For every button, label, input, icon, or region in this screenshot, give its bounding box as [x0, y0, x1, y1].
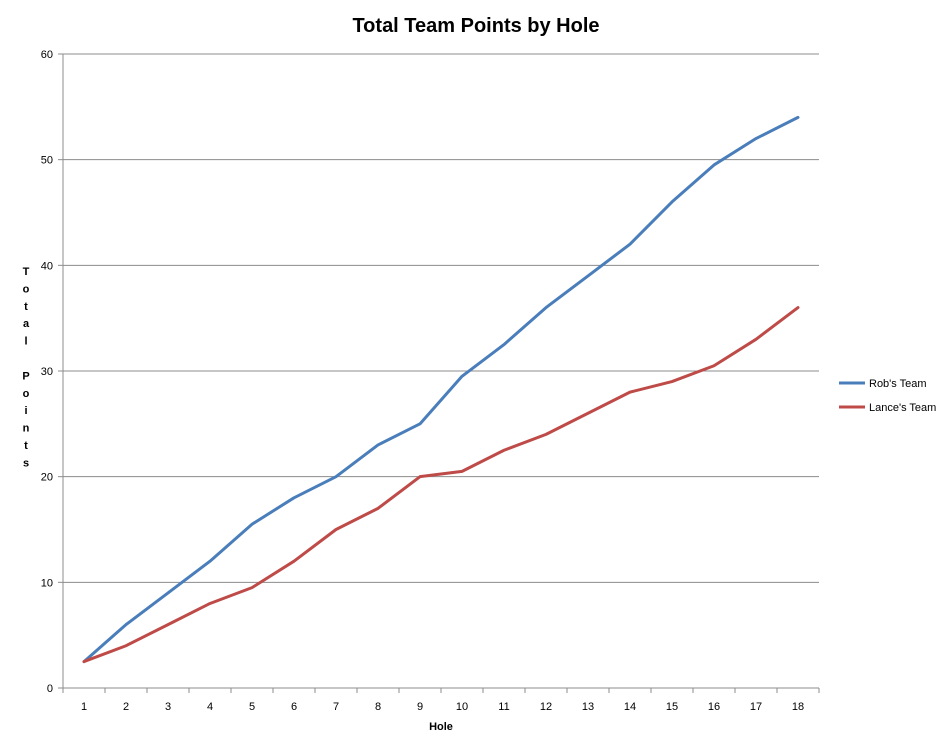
x-tick-label: 14 — [624, 701, 636, 713]
series-line — [82, 115, 800, 664]
y-axis-label-char: n — [23, 423, 30, 435]
y-tick-label: 0 — [47, 683, 53, 695]
legend: Rob's Team Lance's Team — [839, 378, 936, 414]
y-axis-label-char: o — [23, 283, 30, 295]
axes — [62, 54, 820, 693]
x-tick-labels: 1 2 3 4 5 6 7 8 9 10 11 12 13 14 15 16 17 18 — [81, 701, 804, 713]
x-tick-label: 17 — [750, 701, 762, 713]
y-tick-label: 20 — [41, 472, 53, 484]
x-tick-label: 3 — [165, 701, 171, 713]
x-tick-label: 8 — [375, 701, 381, 713]
x-tick-label: 12 — [540, 701, 552, 713]
x-tick-label: 15 — [666, 701, 678, 713]
x-tick-label: 13 — [582, 701, 594, 713]
x-tick-label: 7 — [333, 701, 339, 713]
chart-title: Total Team Points by Hole — [352, 15, 599, 37]
y-axis-label-char: t — [24, 440, 28, 452]
y-axis-label-char: a — [23, 318, 30, 330]
x-tick-label: 9 — [417, 701, 423, 713]
y-tick-label: 50 — [41, 155, 53, 167]
x-tick-label: 18 — [792, 701, 804, 713]
legend-label: Rob's Team — [869, 378, 927, 390]
x-tick-label: 5 — [249, 701, 255, 713]
y-tick-label: 60 — [41, 49, 53, 61]
y-tick-label: 30 — [41, 366, 53, 378]
series-line — [82, 306, 800, 664]
x-axis-label: Hole — [429, 721, 453, 733]
x-tick-label: 11 — [498, 701, 509, 713]
y-axis-label-char: t — [24, 301, 28, 313]
series-lines — [82, 115, 800, 664]
y-axis-label-char: o — [23, 388, 30, 400]
x-tick-label: 2 — [123, 701, 129, 713]
x-tick-label: 16 — [708, 701, 720, 713]
y-axis-label-char: s — [23, 457, 29, 469]
y-tick-labels: 0 10 20 30 40 50 60 — [41, 49, 53, 695]
y-tick-label: 40 — [41, 260, 53, 272]
y-tick-label: 10 — [41, 577, 53, 589]
gridlines — [58, 53, 819, 689]
x-tick-label: 10 — [456, 701, 468, 713]
y-axis-label-char: P — [22, 370, 29, 382]
x-tick-label: 4 — [207, 701, 213, 713]
x-tick-label: 1 — [81, 701, 87, 713]
x-tick-label: 6 — [291, 701, 297, 713]
y-axis-label-char: i — [24, 405, 27, 417]
legend-label: Lance's Team — [869, 402, 936, 414]
y-axis-label-char: l — [24, 336, 27, 348]
y-axis-label-char: T — [23, 266, 30, 278]
